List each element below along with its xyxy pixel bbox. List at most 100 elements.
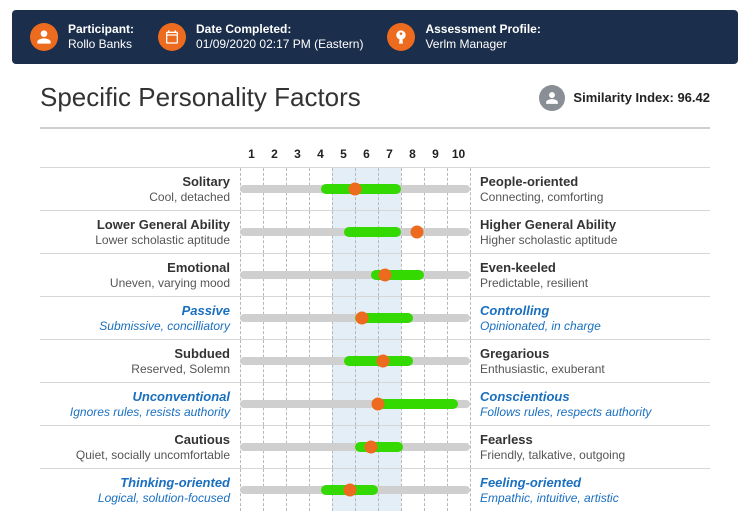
left-subtitle: Cool, detached — [40, 190, 230, 204]
left-title: Solitary — [40, 174, 230, 190]
right-title: Feeling-oriented — [480, 475, 710, 491]
date-block: Date Completed: 01/09/2020 02:17 PM (Eas… — [158, 22, 363, 52]
left-title: Thinking-oriented — [40, 475, 230, 491]
factor-right-label: GregariousEnthusiastic, exuberant — [470, 346, 710, 376]
factor-row: UnconventionalIgnores rules, resists aut… — [40, 382, 710, 425]
left-subtitle: Ignores rules, resists authority — [40, 405, 230, 419]
score-marker — [344, 484, 357, 497]
scale-tick: 1 — [240, 147, 263, 161]
right-title: Gregarious — [480, 346, 710, 362]
right-title: Even-keeled — [480, 260, 710, 276]
score-marker — [372, 398, 385, 411]
factor-left-label: PassiveSubmissive, concilliatory — [40, 303, 240, 333]
profile-value: Verlm Manager — [425, 37, 540, 52]
right-title: Conscientious — [480, 389, 710, 405]
factor-chart — [240, 254, 470, 296]
factor-grid: 12345678910 SolitaryCool, detached People… — [40, 147, 710, 511]
left-subtitle: Logical, solution-focused — [40, 491, 230, 505]
score-marker — [411, 226, 424, 239]
factor-left-label: Lower General AbilityLower scholastic ap… — [40, 217, 240, 247]
scale-tick: 5 — [332, 147, 355, 161]
left-title: Unconventional — [40, 389, 230, 405]
user-icon — [30, 23, 58, 51]
factor-right-label: ControllingOpinionated, in charge — [470, 303, 710, 333]
right-subtitle: Predictable, resilient — [480, 276, 710, 290]
factor-chart — [240, 383, 470, 425]
right-subtitle: Connecting, comforting — [480, 190, 710, 204]
left-subtitle: Uneven, varying mood — [40, 276, 230, 290]
left-subtitle: Submissive, concilliatory — [40, 319, 230, 333]
left-subtitle: Quiet, socially uncomfortable — [40, 448, 230, 462]
right-subtitle: Empathic, intuitive, artistic — [480, 491, 710, 505]
factor-chart — [240, 340, 470, 382]
score-marker — [378, 269, 391, 282]
factor-chart — [240, 211, 470, 253]
date-value: 01/09/2020 02:17 PM (Eastern) — [196, 37, 363, 52]
right-subtitle: Opinionated, in charge — [480, 319, 710, 333]
page-title: Specific Personality Factors — [40, 82, 361, 113]
factor-row: CautiousQuiet, socially uncomfortable Fea… — [40, 425, 710, 468]
right-subtitle: Enthusiastic, exuberant — [480, 362, 710, 376]
score-marker — [349, 183, 362, 196]
factor-rows: SolitaryCool, detachedPeople-orientedCon… — [40, 167, 710, 511]
factor-row: EmotionalUneven, varying mood Even-keeled… — [40, 253, 710, 296]
right-title: People-oriented — [480, 174, 710, 190]
scale-tick: 3 — [286, 147, 309, 161]
factor-left-label: UnconventionalIgnores rules, resists aut… — [40, 389, 240, 419]
factor-chart — [240, 469, 470, 511]
scale-tick: 4 — [309, 147, 332, 161]
factor-left-label: Thinking-orientedLogical, solution-focus… — [40, 475, 240, 505]
scale-tick: 2 — [263, 147, 286, 161]
factor-row: PassiveSubmissive, concilliatory Controll… — [40, 296, 710, 339]
range-bar — [344, 227, 402, 237]
right-title: Higher General Ability — [480, 217, 710, 233]
scale-tick: 6 — [355, 147, 378, 161]
right-subtitle: Friendly, talkative, outgoing — [480, 448, 710, 462]
section-divider — [40, 127, 710, 129]
calendar-icon — [158, 23, 186, 51]
left-title: Emotional — [40, 260, 230, 276]
profile-block: Assessment Profile: Verlm Manager — [387, 22, 540, 52]
factor-left-label: SolitaryCool, detached — [40, 174, 240, 204]
factor-row: SolitaryCool, detached People-orientedCon… — [40, 167, 710, 210]
factor-row: Lower General AbilityLower scholastic ap… — [40, 210, 710, 253]
factor-row: Thinking-orientedLogical, solution-focus… — [40, 468, 710, 511]
factor-right-label: FearlessFriendly, talkative, outgoing — [470, 432, 710, 462]
score-marker — [376, 355, 389, 368]
factor-right-label: ConscientiousFollows rules, respects aut… — [470, 389, 710, 419]
range-bar — [373, 399, 458, 409]
factor-left-label: SubduedReserved, Solemn — [40, 346, 240, 376]
participant-label: Participant: — [68, 22, 134, 37]
left-subtitle: Lower scholastic aptitude — [40, 233, 230, 247]
right-title: Controlling — [480, 303, 710, 319]
factor-chart — [240, 168, 470, 210]
left-subtitle: Reserved, Solemn — [40, 362, 230, 376]
score-marker — [355, 312, 368, 325]
factor-right-label: Even-keeledPredictable, resilient — [470, 260, 710, 290]
left-title: Cautious — [40, 432, 230, 448]
factor-right-label: Higher General AbilityHigher scholastic … — [470, 217, 710, 247]
factor-right-label: People-orientedConnecting, comforting — [470, 174, 710, 204]
similarity-block: Similarity Index: 96.42 — [539, 85, 710, 111]
date-label: Date Completed: — [196, 22, 363, 37]
range-bar — [355, 442, 403, 452]
left-title: Lower General Ability — [40, 217, 230, 233]
profile-icon — [387, 23, 415, 51]
factor-chart — [240, 297, 470, 339]
factor-chart — [240, 426, 470, 468]
profile-label: Assessment Profile: — [425, 22, 540, 37]
scale-row: 12345678910 — [40, 147, 710, 167]
participant-block: Participant: Rollo Banks — [30, 22, 134, 52]
factor-left-label: EmotionalUneven, varying mood — [40, 260, 240, 290]
right-title: Fearless — [480, 432, 710, 448]
left-title: Subdued — [40, 346, 230, 362]
participant-value: Rollo Banks — [68, 37, 134, 52]
similarity-text: Similarity Index: 96.42 — [573, 90, 710, 105]
right-subtitle: Higher scholastic aptitude — [480, 233, 710, 247]
factor-right-label: Feeling-orientedEmpathic, intuitive, art… — [470, 475, 710, 505]
factor-left-label: CautiousQuiet, socially uncomfortable — [40, 432, 240, 462]
scale-tick: 8 — [401, 147, 424, 161]
right-subtitle: Follows rules, respects authority — [480, 405, 710, 419]
track — [240, 271, 470, 279]
score-marker — [365, 441, 378, 454]
